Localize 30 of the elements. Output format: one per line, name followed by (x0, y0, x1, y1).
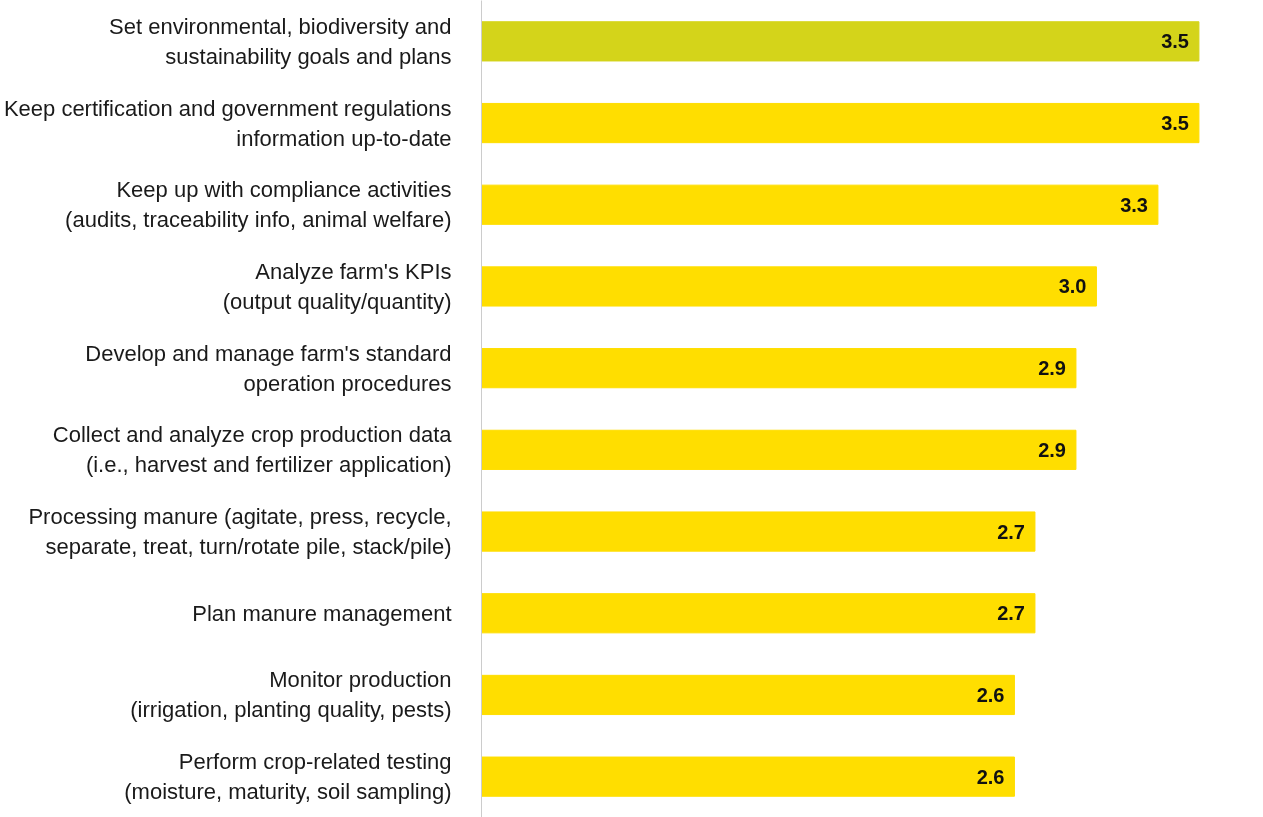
data-label: 3.0 (1058, 275, 1087, 298)
data-label: 3.3 (1120, 193, 1148, 216)
y-tick-label: Collect and analyze crop production data (i.e., harvest and fertilizer application) (52, 422, 453, 478)
bar (481, 102, 1200, 144)
bar (481, 511, 1036, 552)
bar (481, 21, 1200, 62)
data-label: 2.9 (1038, 438, 1066, 461)
y-tick-label: Processing manure (agitate, press, recycle, separate, treat, turn/rotate pile, stack/pile) (28, 504, 452, 560)
data-label: 2.6 (976, 765, 1005, 788)
y-tick-label: Monitor production (irrigation, planting quality, pests) (130, 667, 452, 723)
bar (481, 429, 1077, 470)
data-label: 2.7 (997, 602, 1025, 625)
y-tick-label: Plan manure management (192, 600, 452, 626)
bar (481, 348, 1077, 389)
data-label: 3.5 (1161, 112, 1189, 135)
bar (481, 184, 1159, 225)
bar (481, 756, 1015, 797)
bar (481, 674, 1015, 716)
y-tick-label: Perform crop-related testing (moisture, maturity, soil sampling) (124, 749, 452, 805)
y-tick-label: Develop and manage farm's standard operation procedures (85, 340, 452, 396)
y-tick-label: Analyze farm's KPIs (output quality/quantity) (222, 258, 452, 314)
y-tick-label: Keep up with compliance activities (audits, traceability info, animal welfare) (65, 177, 452, 233)
y-tick-label: Set environmental, biodiversity and sustainability goals and plans (109, 13, 452, 69)
data-label: 3.5 (1161, 30, 1189, 53)
bar (481, 593, 1036, 634)
data-label: 2.7 (997, 520, 1025, 543)
data-label: 2.9 (1038, 357, 1066, 380)
bar (481, 266, 1097, 307)
data-label: 2.6 (976, 683, 1005, 706)
y-tick-label: Keep certification and government regulations information up-to-date (3, 95, 452, 151)
